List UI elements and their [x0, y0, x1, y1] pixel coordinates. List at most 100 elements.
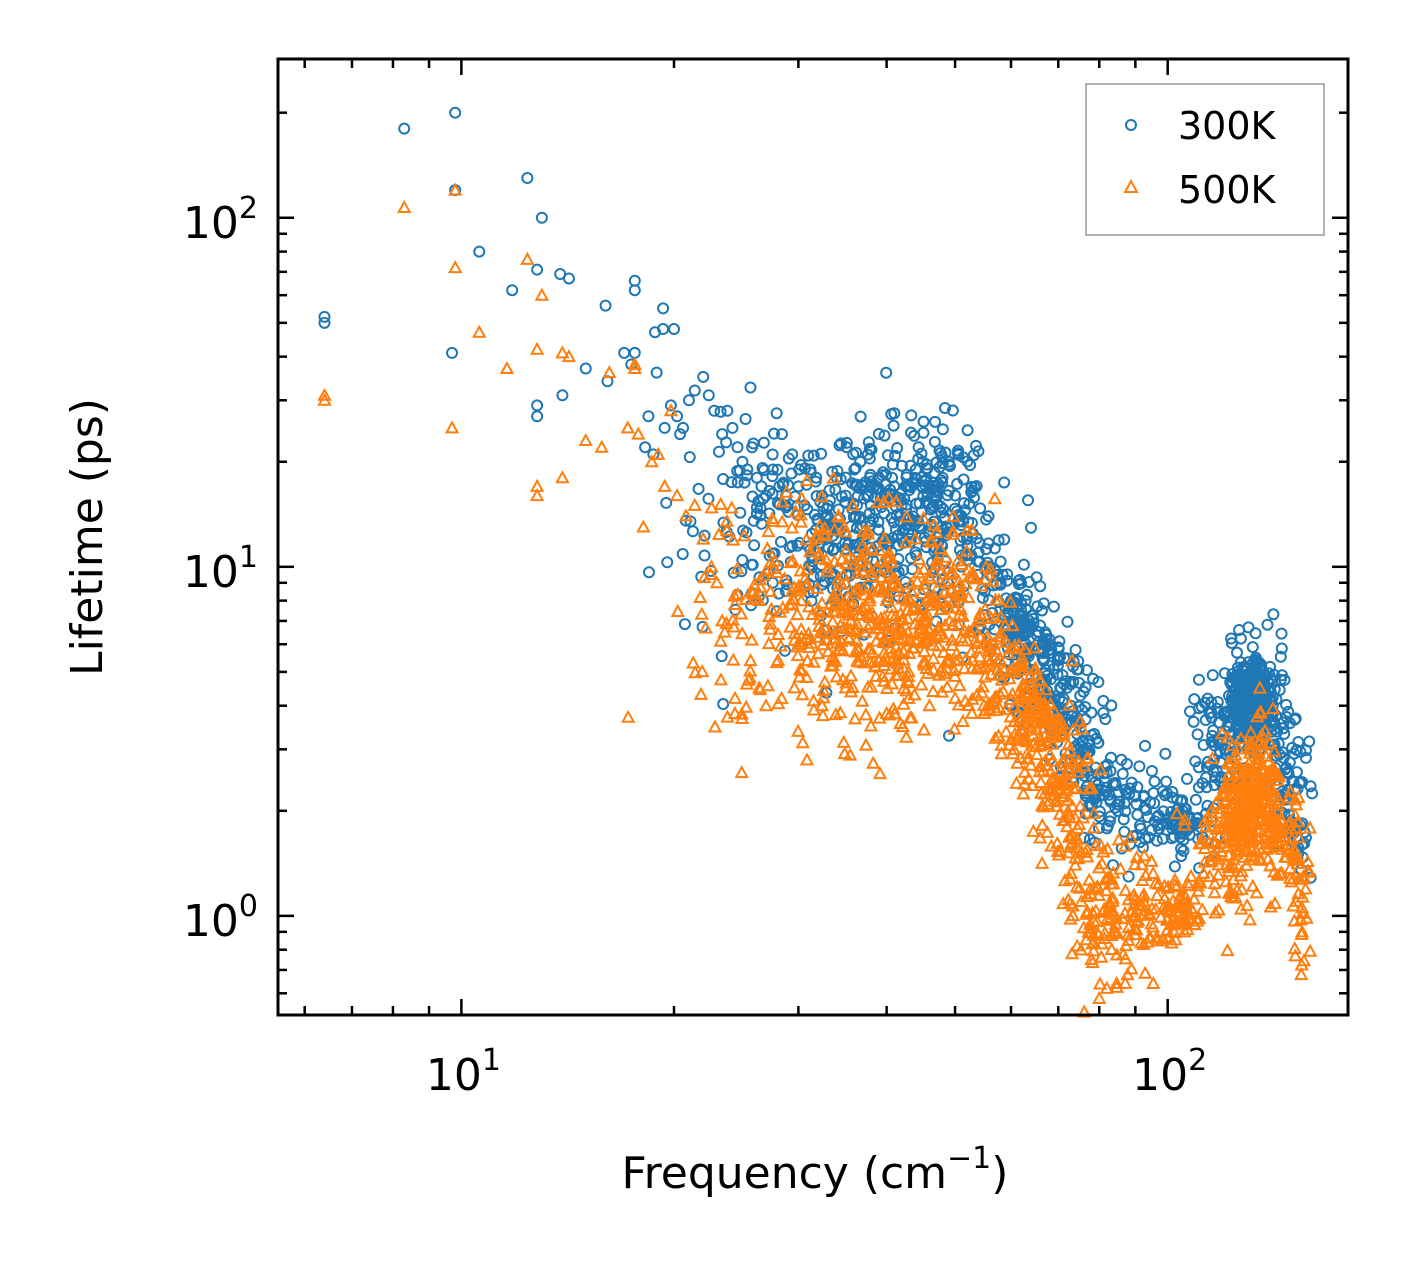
point-300K	[1249, 627, 1262, 640]
point-500K	[1125, 909, 1141, 923]
point-500K	[1177, 812, 1193, 826]
point-300K	[972, 546, 985, 559]
point-500K	[1068, 780, 1084, 794]
point-300K	[961, 424, 974, 437]
point-500K	[900, 590, 916, 604]
point-500K	[917, 613, 933, 627]
point-500K	[1239, 857, 1254, 871]
point-500K	[627, 356, 642, 370]
point-500K	[751, 592, 767, 607]
point-500K	[727, 596, 743, 610]
point-500K	[1032, 738, 1048, 752]
point-300K	[1027, 617, 1040, 630]
point-300K	[1280, 698, 1293, 711]
series-500K	[317, 182, 1318, 1018]
point-300K	[773, 498, 786, 511]
point-500K	[904, 584, 920, 598]
point-500K	[975, 679, 990, 693]
point-500K	[1009, 775, 1024, 789]
point-500K	[809, 530, 824, 545]
point-500K	[1174, 913, 1189, 927]
point-500K	[961, 697, 977, 711]
point-300K	[1274, 673, 1287, 686]
point-500K	[1190, 878, 1205, 892]
point-500K	[938, 549, 953, 563]
point-500K	[793, 580, 808, 594]
point-500K	[1123, 829, 1138, 843]
point-500K	[1118, 975, 1133, 989]
point-500K	[1300, 863, 1316, 877]
point-300K	[737, 524, 750, 537]
point-500K	[1105, 893, 1120, 907]
point-300K	[863, 507, 876, 520]
point-500K	[907, 601, 922, 615]
point-300K	[677, 421, 690, 434]
point-300K	[996, 568, 1009, 581]
point-500K	[887, 620, 903, 634]
point-300K	[1035, 604, 1048, 617]
point-500K	[1149, 888, 1165, 902]
point-500K	[1129, 922, 1144, 936]
point-300K	[815, 447, 828, 460]
point-500K	[1109, 975, 1124, 989]
point-500K	[1271, 792, 1286, 806]
point-500K	[1070, 938, 1085, 952]
point-500K	[826, 626, 842, 640]
point-500K	[797, 571, 812, 585]
point-500K	[774, 690, 789, 704]
point-300K	[775, 428, 788, 441]
point-500K	[1244, 803, 1259, 817]
point-300K	[446, 346, 459, 359]
point-500K	[1222, 766, 1237, 780]
point-300K	[657, 302, 670, 315]
point-500K	[1145, 865, 1161, 879]
point-300K	[929, 415, 942, 428]
point-300K	[770, 407, 783, 420]
point-500K	[1060, 792, 1076, 806]
point-300K	[731, 441, 744, 454]
point-500K	[1261, 823, 1277, 837]
point-300K	[835, 437, 848, 450]
point-500K	[1212, 828, 1227, 842]
point-500K	[1252, 705, 1268, 719]
point-500K	[916, 510, 931, 524]
point-500K	[1136, 887, 1152, 901]
point-500K	[828, 707, 843, 721]
point-500K	[1055, 752, 1071, 766]
point-300K	[1201, 755, 1214, 768]
point-500K	[1225, 738, 1240, 752]
point-500K	[555, 470, 570, 484]
point-500K	[899, 509, 914, 523]
point-500K	[955, 713, 971, 728]
point-300K	[994, 576, 1007, 589]
point-500K	[940, 561, 956, 575]
point-500K	[914, 585, 930, 600]
point-300K	[1130, 798, 1143, 811]
point-500K	[951, 573, 967, 587]
point-500K	[855, 693, 870, 707]
point-500K	[1023, 757, 1038, 771]
point-300K	[1189, 755, 1202, 768]
point-500K	[895, 611, 910, 625]
point-500K	[763, 621, 778, 635]
point-500K	[899, 729, 914, 743]
point-500K	[644, 454, 659, 468]
point-500K	[947, 721, 962, 735]
point-500K	[862, 590, 877, 604]
point-500K	[670, 603, 686, 618]
point-500K	[1049, 773, 1064, 788]
point-500K	[891, 578, 906, 592]
point-500K	[1002, 663, 1017, 677]
point-500K	[1146, 975, 1161, 990]
point-500K	[1208, 835, 1223, 849]
point-500K	[1087, 881, 1103, 895]
point-300K	[736, 554, 749, 567]
point-500K	[1005, 686, 1020, 700]
point-500K	[799, 562, 815, 576]
point-300K	[1159, 747, 1172, 760]
point-500K	[891, 660, 906, 674]
point-500K	[1267, 838, 1283, 852]
point-300K	[702, 492, 715, 505]
point-500K	[1051, 847, 1067, 861]
point-500K	[555, 345, 570, 359]
